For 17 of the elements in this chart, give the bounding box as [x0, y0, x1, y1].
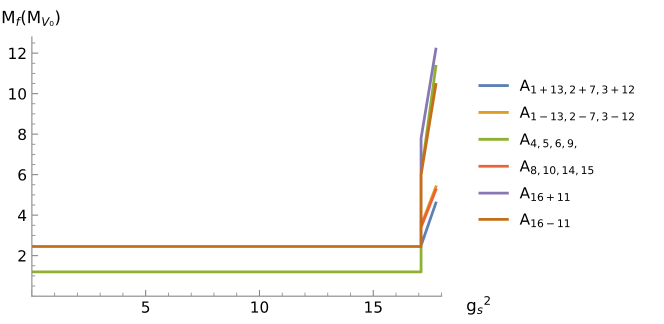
y-tick-label: 12	[9, 48, 26, 59]
x-tick-label: 15	[365, 301, 382, 313]
y-tick-label: 2	[18, 250, 26, 262]
legend-label: A$_{1−13,2−7,3−12}$	[520, 106, 634, 122]
y-tick-label: 8	[18, 128, 26, 140]
x-axis-title: g$_{s}$$^{2}$	[467, 296, 490, 315]
y-tick-label: 6	[18, 169, 26, 181]
y-tick-label: 10	[9, 88, 26, 100]
y-axis-title: M$_{f}$(M$_{V₀}$)	[2, 10, 60, 26]
x-tick-label: 10	[251, 301, 268, 313]
legend-label: A$_{8,10,14,15}$	[520, 160, 594, 176]
legend-label: A$_{1+13,2+7,3+12}$	[520, 80, 634, 95]
legend-label: A$_{16+11}$	[520, 187, 570, 202]
legend-label: A$_{4,5,6,9,}$	[520, 134, 576, 148]
legend-label: A$_{16−11}$	[520, 214, 570, 228]
x-tick-label: 5	[142, 301, 150, 313]
y-tick-label: 4	[18, 210, 26, 221]
